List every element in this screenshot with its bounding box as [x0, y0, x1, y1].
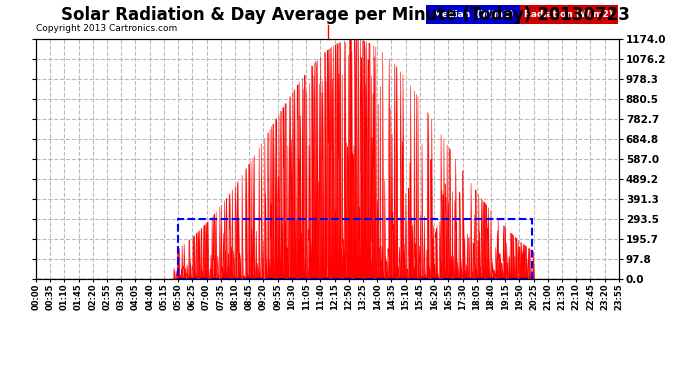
Text: Radiation (W/m2): Radiation (W/m2) — [524, 10, 613, 19]
Text: Solar Radiation & Day Average per Minute (Today) 20130723: Solar Radiation & Day Average per Minute… — [61, 6, 629, 24]
Text: Copyright 2013 Cartronics.com: Copyright 2013 Cartronics.com — [36, 24, 177, 33]
Text: Median  (W/m2): Median (W/m2) — [433, 10, 513, 19]
Bar — [178, 219, 532, 279]
